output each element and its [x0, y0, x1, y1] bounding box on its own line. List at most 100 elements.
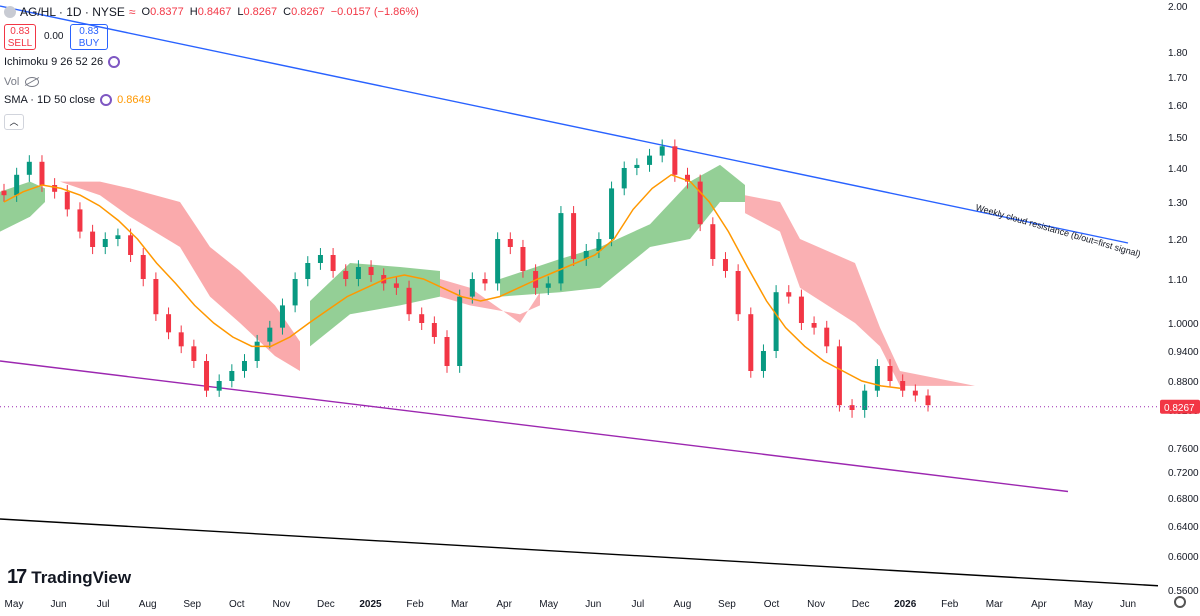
sell-button[interactable]: 0.83 SELL	[4, 24, 36, 50]
candle-body	[748, 314, 754, 371]
candle-body	[419, 314, 425, 323]
ohlc-open: O0.8377	[141, 6, 184, 18]
candle-body	[229, 371, 235, 381]
price-tick-label: 1.30	[1168, 198, 1188, 209]
candle-body	[735, 271, 741, 315]
time-tick-label: Sep	[183, 599, 201, 610]
settings-gear-icon[interactable]	[1174, 596, 1186, 608]
candle-body	[862, 390, 868, 410]
candle-body	[115, 235, 121, 239]
price-tick-label: 0.6800	[1168, 494, 1199, 505]
candle-body	[811, 323, 817, 328]
time-tick-label: Oct	[229, 599, 245, 610]
price-tick-label: 1.10	[1168, 275, 1188, 286]
candle-body	[153, 279, 159, 315]
trendline-purple[interactable]	[0, 360, 1069, 493]
time-tick-label: Nov	[272, 599, 290, 610]
cloud-band	[745, 195, 975, 386]
price-tick-label: 1.80	[1168, 48, 1188, 59]
candle-body	[786, 292, 792, 297]
price-tick-label: 1.50	[1168, 133, 1188, 144]
candle-body	[431, 323, 437, 337]
compare-icon[interactable]: ≈	[128, 5, 136, 19]
time-tick-label: Mar	[451, 599, 469, 610]
price-tick-label: 0.6000	[1168, 552, 1199, 563]
sma-line	[3, 173, 901, 389]
candle-body	[64, 191, 70, 210]
candle-body	[166, 314, 172, 333]
candle-body	[254, 341, 260, 361]
candle-body	[90, 231, 96, 247]
collapse-legend-button[interactable]: ︿	[4, 114, 24, 130]
time-tick-label: Apr	[1031, 599, 1047, 610]
ohlc-high: H0.8467	[189, 6, 232, 18]
indicator-sma[interactable]: SMA · 1D 50 close 0.8649	[4, 94, 151, 106]
candle-body	[469, 279, 475, 297]
time-tick-label: May	[539, 599, 558, 610]
candle-body	[26, 161, 32, 175]
price-tick-label: 1.20	[1168, 235, 1188, 246]
candle-body	[545, 283, 551, 288]
candle-body	[52, 185, 58, 192]
time-tick-label: Jul	[631, 599, 644, 610]
trendline-black[interactable]	[0, 518, 1159, 587]
time-tick-label: Sep	[718, 599, 736, 610]
candle-body	[887, 366, 893, 381]
price-tick-label: 0.6400	[1168, 522, 1199, 533]
trendline-annotation: Weekly cloud resistance (b/out=first sig…	[974, 202, 1141, 259]
candle-body	[710, 224, 716, 259]
ichimoku-cloud	[0, 164, 975, 386]
symbol-logo-icon	[4, 6, 16, 18]
hidden-eye-icon[interactable]	[25, 77, 40, 87]
candle-body	[77, 209, 83, 232]
candle-body	[279, 305, 285, 328]
time-tick-label: Apr	[496, 599, 512, 610]
candle-body	[267, 327, 273, 342]
indicator-ichimoku[interactable]: Ichimoku 9 26 52 26	[4, 56, 121, 68]
candle-body	[178, 332, 184, 347]
time-tick-label: Dec	[852, 599, 870, 610]
candle-body	[760, 351, 766, 371]
candle-body	[102, 239, 108, 247]
buy-button[interactable]: 0.83 BUY	[70, 24, 108, 50]
cloud-band	[60, 181, 300, 371]
ohlc-close: C0.8267	[283, 6, 325, 18]
price-tick-label: 0.7600	[1168, 444, 1199, 455]
candle-body	[368, 267, 374, 275]
price-tick-label: 0.8800	[1168, 377, 1199, 388]
candle-body	[621, 168, 627, 189]
tradingview-logo[interactable]: 17 TradingView	[7, 566, 132, 588]
sma-value: 0.8649	[117, 94, 151, 106]
cloud-band	[310, 263, 440, 347]
candle-body	[128, 235, 134, 255]
candle-body	[1, 190, 7, 196]
candle-body	[241, 361, 247, 371]
sma-50-line[interactable]	[3, 173, 901, 389]
candle-body	[912, 390, 918, 396]
time-tick-label: 2025	[359, 599, 382, 610]
candle-body	[798, 296, 804, 323]
candle-body	[343, 271, 349, 279]
candle-body	[849, 405, 855, 410]
symbol-title[interactable]: AG/HL · 1D · NYSE	[20, 5, 125, 19]
time-tick-label: Jul	[97, 599, 110, 610]
candle-body	[647, 155, 653, 165]
symbol-row[interactable]: AG/HL · 1D · NYSE ≈ O0.8377 H0.8467 L0.8…	[4, 4, 425, 20]
last-price-value: 0.8267	[1164, 403, 1195, 414]
trendline-blue[interactable]	[0, 5, 1129, 244]
candle-body	[14, 174, 20, 196]
price-tick-label: 0.5600	[1168, 586, 1199, 597]
candle-body	[305, 263, 311, 279]
candle-body	[330, 255, 336, 271]
time-tick-label: Dec	[317, 599, 335, 610]
candle-body	[836, 346, 842, 406]
candle-body	[317, 255, 323, 263]
candle-body	[609, 188, 615, 239]
price-tick-label: 2.00	[1168, 2, 1188, 13]
indicator-vol[interactable]: Vol	[4, 76, 40, 88]
candle-body	[900, 381, 906, 391]
time-tick-label: Oct	[764, 599, 780, 610]
ohlc-low: L0.8267	[237, 6, 278, 18]
loading-icon	[100, 94, 113, 106]
